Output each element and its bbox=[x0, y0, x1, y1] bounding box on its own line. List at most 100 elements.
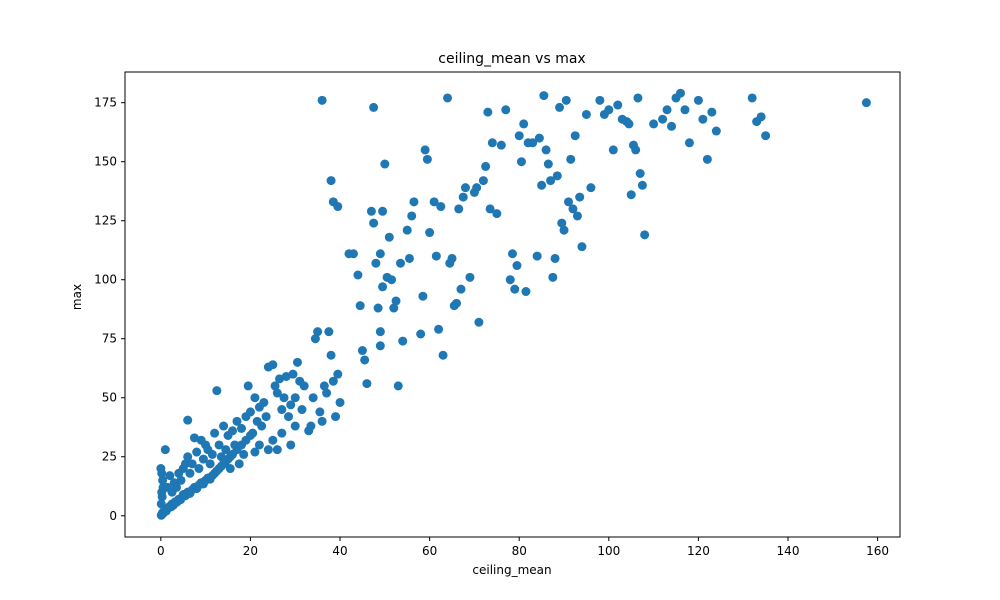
data-point bbox=[219, 421, 229, 431]
data-point bbox=[212, 386, 222, 396]
data-point bbox=[254, 440, 264, 450]
y-tick-label: 25 bbox=[102, 450, 117, 464]
data-point bbox=[263, 445, 273, 455]
data-point bbox=[160, 445, 170, 455]
data-point bbox=[236, 423, 246, 433]
data-point bbox=[447, 253, 457, 263]
data-point bbox=[637, 180, 647, 190]
data-point bbox=[373, 303, 383, 313]
data-point bbox=[288, 369, 298, 379]
data-point bbox=[407, 211, 417, 221]
data-point bbox=[259, 397, 269, 407]
data-point bbox=[290, 421, 300, 431]
data-point bbox=[355, 301, 365, 311]
data-point bbox=[555, 102, 565, 112]
data-point bbox=[277, 428, 287, 438]
data-point bbox=[680, 105, 690, 115]
data-point bbox=[214, 440, 224, 450]
data-point bbox=[416, 329, 426, 339]
data-point bbox=[221, 445, 231, 455]
data-point bbox=[626, 190, 636, 200]
data-point bbox=[286, 440, 296, 450]
data-point bbox=[232, 416, 242, 426]
plot-frame bbox=[124, 71, 901, 538]
data-point bbox=[375, 341, 385, 351]
data-point bbox=[279, 393, 289, 403]
data-point bbox=[402, 225, 412, 235]
data-point bbox=[366, 206, 376, 216]
data-point bbox=[570, 131, 580, 141]
data-point bbox=[216, 452, 226, 462]
data-point bbox=[192, 447, 202, 457]
data-point bbox=[548, 272, 558, 282]
data-point bbox=[183, 452, 193, 462]
data-point bbox=[156, 499, 166, 509]
data-point bbox=[501, 105, 511, 115]
data-point bbox=[225, 464, 235, 474]
data-point bbox=[313, 327, 323, 337]
data-point bbox=[537, 180, 547, 190]
data-point bbox=[675, 88, 685, 98]
data-point bbox=[566, 154, 576, 164]
data-point bbox=[483, 107, 493, 117]
data-point bbox=[581, 109, 591, 119]
data-point bbox=[335, 397, 345, 407]
data-point bbox=[425, 228, 435, 238]
data-point bbox=[387, 275, 397, 285]
data-point bbox=[595, 95, 605, 105]
data-point bbox=[532, 251, 542, 261]
data-point bbox=[176, 475, 186, 485]
data-point bbox=[268, 435, 278, 445]
data-point bbox=[306, 421, 316, 431]
data-point bbox=[207, 449, 217, 459]
data-point bbox=[434, 324, 444, 334]
data-point bbox=[384, 232, 394, 242]
data-point bbox=[465, 272, 475, 282]
data-point bbox=[308, 393, 318, 403]
data-point bbox=[319, 381, 329, 391]
data-point bbox=[487, 138, 497, 148]
data-point bbox=[378, 206, 388, 216]
data-point bbox=[534, 133, 544, 143]
data-point bbox=[362, 379, 372, 389]
data-point bbox=[326, 176, 336, 186]
data-point bbox=[613, 100, 623, 110]
data-point bbox=[458, 192, 468, 202]
x-tick-label: 100 bbox=[597, 544, 620, 558]
data-point bbox=[568, 204, 578, 214]
x-tick-label: 80 bbox=[512, 544, 527, 558]
data-point bbox=[333, 369, 343, 379]
plot-area bbox=[124, 71, 901, 538]
data-point bbox=[290, 393, 300, 403]
data-point bbox=[633, 93, 643, 103]
data-point bbox=[546, 176, 556, 186]
data-point bbox=[649, 119, 659, 129]
y-tick-label: 0 bbox=[109, 509, 117, 523]
data-point bbox=[277, 405, 287, 415]
data-point bbox=[194, 464, 204, 474]
x-axis-label: ceiling_mean bbox=[472, 563, 551, 577]
x-tick-label: 60 bbox=[422, 544, 437, 558]
data-point bbox=[245, 407, 255, 417]
data-point bbox=[456, 284, 466, 294]
data-point bbox=[761, 131, 771, 141]
x-tick-label: 140 bbox=[777, 544, 800, 558]
data-point bbox=[472, 183, 482, 193]
data-point bbox=[756, 112, 766, 122]
y-tick-label: 100 bbox=[94, 273, 117, 287]
data-point bbox=[640, 230, 650, 240]
data-point bbox=[284, 412, 294, 422]
data-point bbox=[333, 202, 343, 212]
data-point bbox=[492, 209, 502, 219]
data-point bbox=[662, 105, 672, 115]
x-axis: 0 20 40 60 80 100 120 140 160 bbox=[157, 537, 889, 558]
data-point bbox=[357, 346, 367, 356]
data-point bbox=[747, 93, 757, 103]
data-point bbox=[528, 138, 538, 148]
x-tick-label: 120 bbox=[687, 544, 710, 558]
data-point bbox=[409, 197, 419, 207]
data-point bbox=[360, 355, 370, 365]
data-point bbox=[393, 381, 403, 391]
data-point bbox=[248, 428, 258, 438]
data-point bbox=[443, 93, 453, 103]
